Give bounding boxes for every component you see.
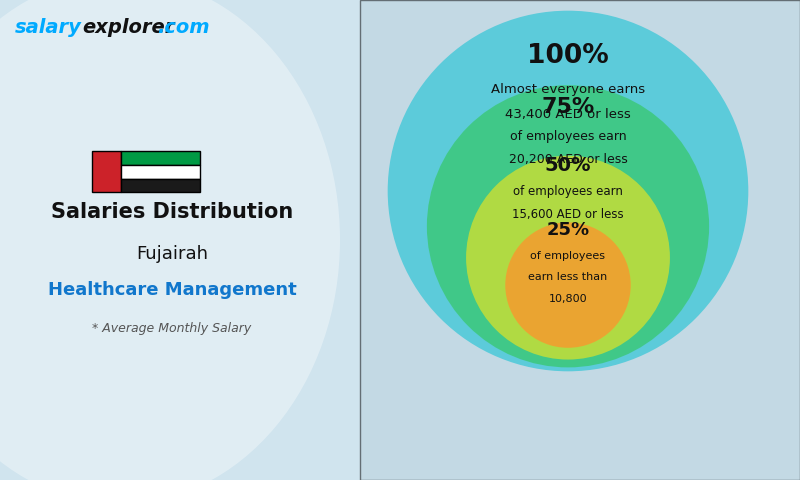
Text: Almost everyone earns: Almost everyone earns <box>491 83 645 96</box>
FancyBboxPatch shape <box>121 179 200 192</box>
Text: 75%: 75% <box>542 97 594 117</box>
Text: salary: salary <box>14 18 82 37</box>
FancyBboxPatch shape <box>121 165 200 179</box>
Text: 10,800: 10,800 <box>549 294 587 304</box>
Text: of employees earn: of employees earn <box>510 130 626 143</box>
Text: 43,400 AED or less: 43,400 AED or less <box>505 108 631 121</box>
Text: Salaries Distribution: Salaries Distribution <box>51 202 293 222</box>
Circle shape <box>388 11 748 372</box>
FancyBboxPatch shape <box>360 0 800 480</box>
Text: of employees: of employees <box>530 251 606 261</box>
FancyBboxPatch shape <box>92 151 121 192</box>
Circle shape <box>466 156 670 360</box>
Text: explorer: explorer <box>82 18 174 37</box>
Text: 15,600 AED or less: 15,600 AED or less <box>512 208 624 221</box>
Text: Fujairah: Fujairah <box>136 245 208 263</box>
FancyBboxPatch shape <box>121 151 200 165</box>
Text: * Average Monthly Salary: * Average Monthly Salary <box>92 322 252 335</box>
Text: earn less than: earn less than <box>528 272 608 282</box>
Text: 25%: 25% <box>546 221 590 239</box>
Text: 20,200 AED or less: 20,200 AED or less <box>509 153 627 166</box>
Circle shape <box>427 85 709 367</box>
Text: Healthcare Management: Healthcare Management <box>48 281 296 299</box>
Text: of employees earn: of employees earn <box>513 184 623 197</box>
Text: 100%: 100% <box>527 43 609 69</box>
Ellipse shape <box>0 0 340 480</box>
Circle shape <box>506 222 630 348</box>
Text: 50%: 50% <box>545 156 591 175</box>
Text: .com: .com <box>157 18 210 37</box>
